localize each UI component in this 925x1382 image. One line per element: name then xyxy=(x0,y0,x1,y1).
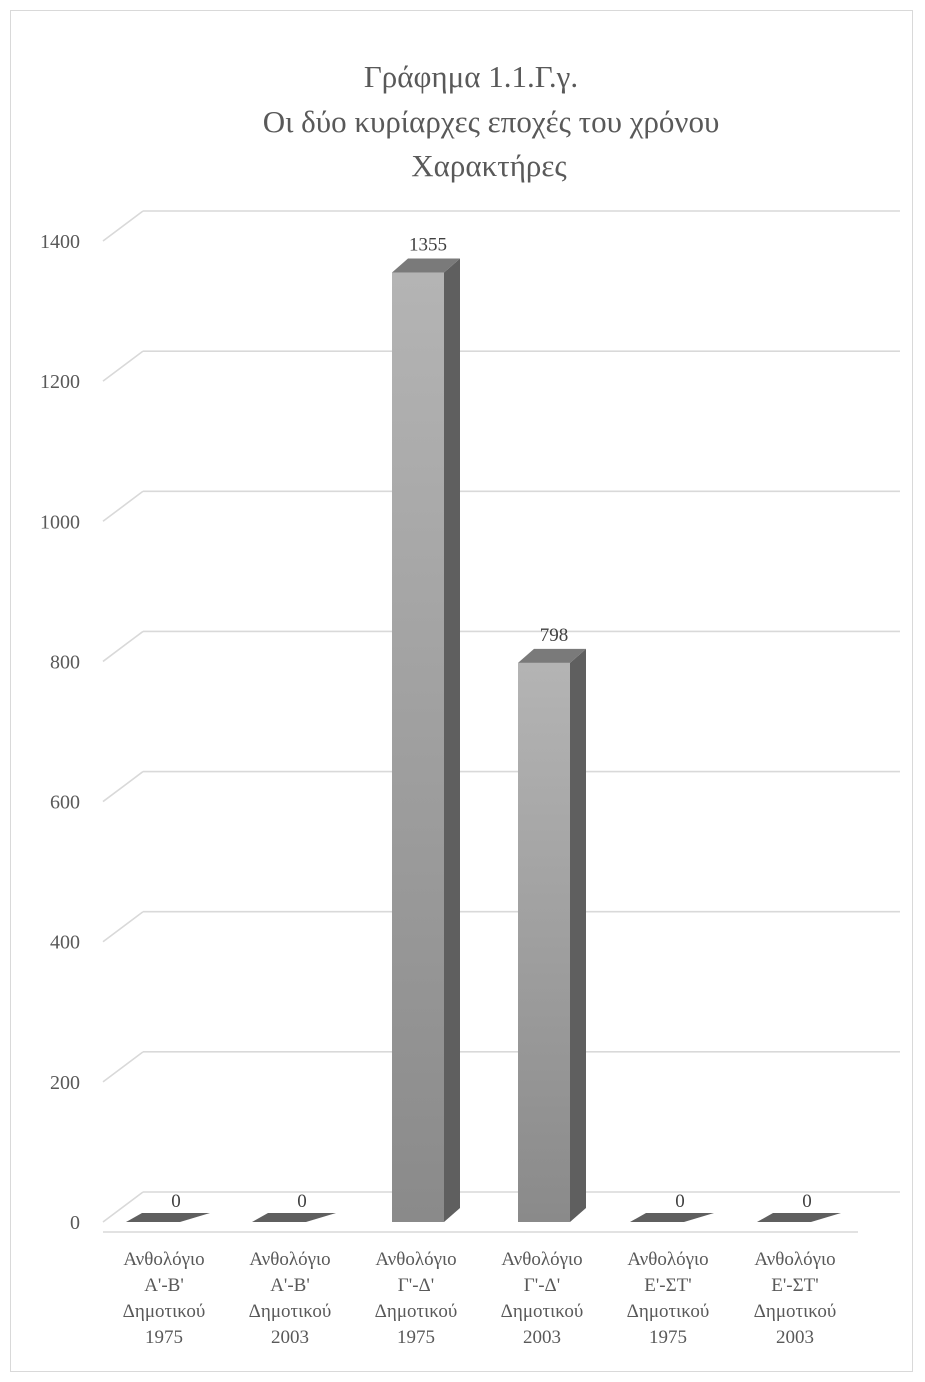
category-label-line: Α'-Β' xyxy=(270,1275,310,1296)
category-label-line: Ε'-ΣΤ' xyxy=(644,1275,691,1296)
bar-front xyxy=(518,662,570,1222)
category-label-line: Ανθολόγιο xyxy=(249,1249,330,1270)
category-label: Ανθολόγιο Ε'-ΣΤ' Δημοτικού 1975 xyxy=(627,1249,710,1348)
gridline-depth xyxy=(102,350,144,382)
category-label-line: Ανθολόγιο xyxy=(627,1249,708,1270)
y-tick-label: 0 xyxy=(70,1212,80,1234)
category-label-line: Γ'-Δ' xyxy=(398,1275,434,1296)
bar-flat xyxy=(252,1213,336,1222)
category-label-line: Δημοτικού xyxy=(501,1301,584,1322)
gridline-depth xyxy=(102,210,144,242)
category-label-line: 1975 xyxy=(397,1327,435,1348)
category-label-line: Δημοτικού xyxy=(627,1301,710,1322)
bar-flat xyxy=(126,1213,210,1222)
data-label: 0 xyxy=(297,1191,307,1212)
chart-title-line-1: Γράφημα 1.1.Γ.γ. xyxy=(364,59,578,94)
category-label-line: Ανθολόγιο xyxy=(501,1249,582,1270)
data-label: 0 xyxy=(802,1191,812,1212)
bar-top xyxy=(518,648,586,663)
gridline-depth xyxy=(102,1051,144,1083)
data-label: 798 xyxy=(540,625,569,646)
bar-flat xyxy=(630,1213,714,1222)
category-label-line: 1975 xyxy=(649,1327,687,1348)
category-label-line: 2003 xyxy=(271,1327,309,1348)
category-label-line: Γ'-Δ' xyxy=(524,1275,560,1296)
y-tick-label: 200 xyxy=(50,1072,80,1094)
category-label-line: 2003 xyxy=(523,1327,561,1348)
data-label: 0 xyxy=(675,1191,685,1212)
gridline-depth xyxy=(102,490,144,522)
y-tick-label: 1200 xyxy=(40,371,80,393)
y-tick-label: 1400 xyxy=(40,231,80,253)
chart-frame xyxy=(10,10,913,1372)
gridline-depth xyxy=(102,770,144,803)
category-label-line: Ε'-ΣΤ' xyxy=(771,1275,818,1296)
y-tick-label: 400 xyxy=(50,932,80,954)
category-label-line: Α'-Β' xyxy=(144,1275,184,1296)
gridline-depth xyxy=(102,630,144,663)
category-label: Ανθολόγιο Α'-Β' Δημοτικού 2003 xyxy=(249,1249,332,1348)
category-label-line: Δημοτικού xyxy=(754,1301,837,1322)
y-tick-label: 1000 xyxy=(40,511,80,533)
category-label-line: Ανθολόγιο xyxy=(754,1249,835,1270)
category-label-line: Ανθολόγιο xyxy=(123,1249,204,1270)
category-label-line: Ανθολόγιο xyxy=(375,1249,456,1270)
category-label-line: Δημοτικού xyxy=(375,1301,458,1322)
category-label: Ανθολόγιο Γ'-Δ' Δημοτικού 2003 xyxy=(501,1249,584,1348)
category-label: Ανθολόγιο Ε'-ΣΤ' Δημοτικού 2003 xyxy=(754,1249,837,1348)
chart-title-line-3: Χαρακτήρες xyxy=(411,148,566,183)
bar-front xyxy=(392,272,444,1223)
chart-title: Γράφημα 1.1.Γ.γ. Οι δύο κυρίαρχες εποχές… xyxy=(263,59,720,183)
y-tick-label: 600 xyxy=(50,792,80,814)
data-label: 1355 xyxy=(409,235,447,256)
category-label-line: 1975 xyxy=(145,1327,183,1348)
category-label-line: Δημοτικού xyxy=(249,1301,332,1322)
bar-flat xyxy=(757,1213,841,1222)
y-tick-label: 800 xyxy=(50,651,80,673)
bar-top xyxy=(392,258,460,273)
data-label: 0 xyxy=(171,1191,181,1212)
category-label-line: 2003 xyxy=(776,1327,814,1348)
category-label-line: Δημοτικού xyxy=(123,1301,206,1322)
gridline-depth xyxy=(102,1191,144,1223)
bar-side xyxy=(444,258,460,1223)
bar-side xyxy=(570,648,586,1222)
gridline-depth xyxy=(102,911,144,943)
category-label: Ανθολόγιο Α'-Β' Δημοτικού 1975 xyxy=(123,1249,206,1348)
category-label: Ανθολόγιο Γ'-Δ' Δημοτικού 1975 xyxy=(375,1249,458,1348)
chart-title-line-2: Οι δύο κυρίαρχες εποχές του χρόνου xyxy=(263,104,720,139)
